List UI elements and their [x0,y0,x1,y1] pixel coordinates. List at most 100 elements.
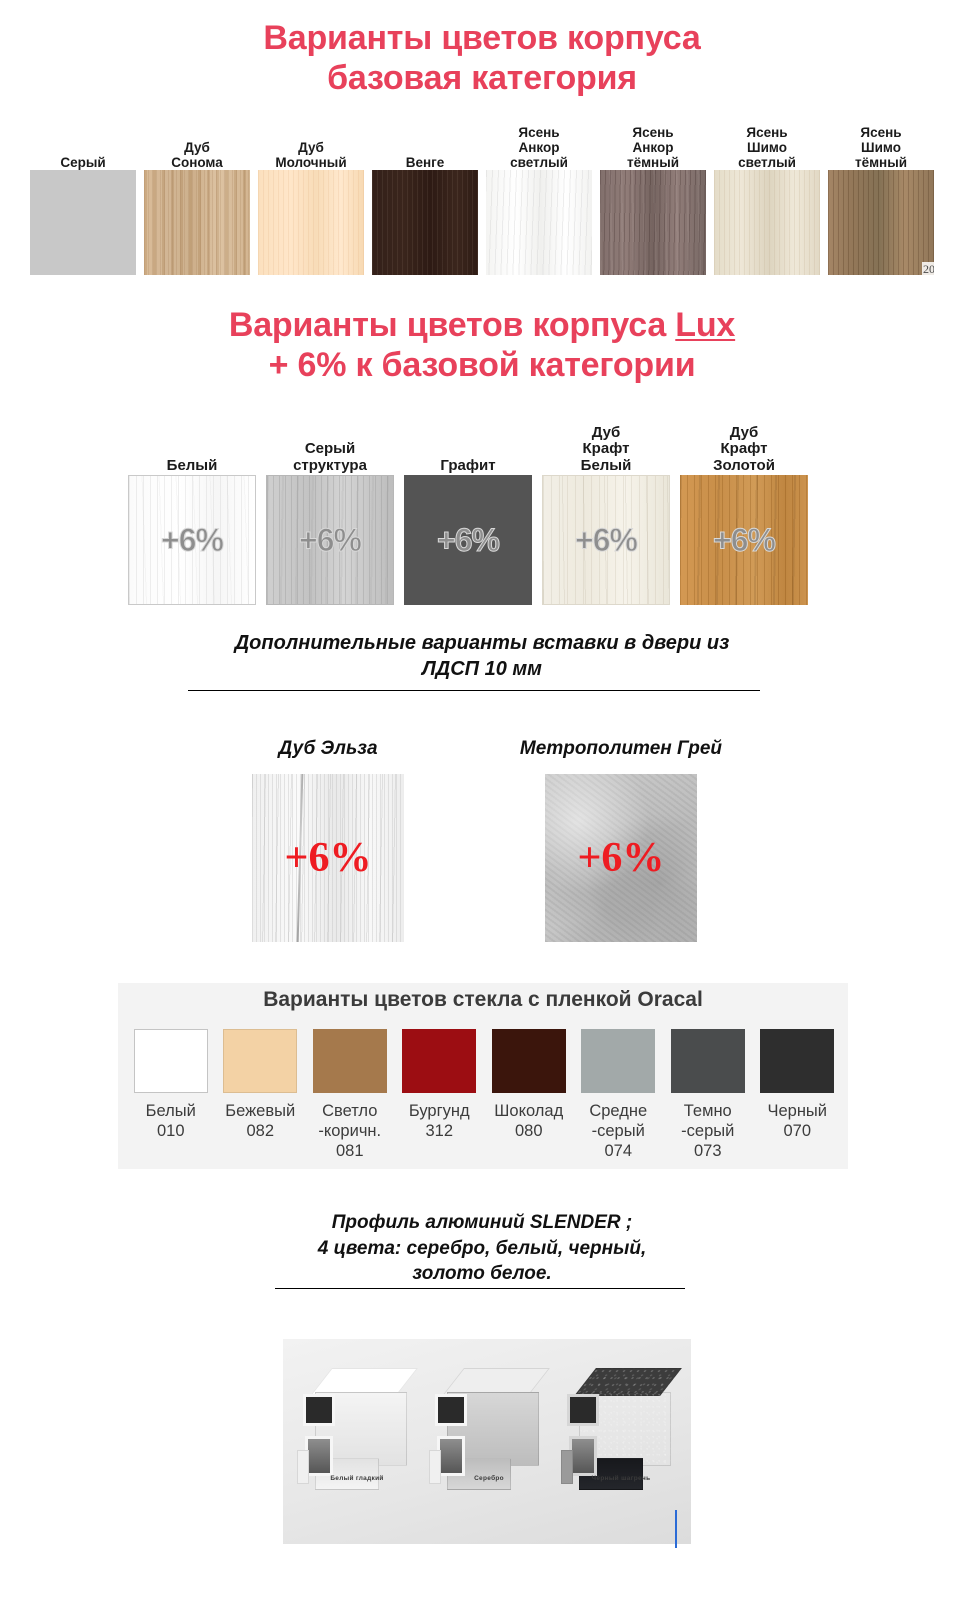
insert-swatch: +6% [544,774,697,943]
title-base-line2: базовая категория [327,59,637,98]
insert-label: Метрополитен Грей [519,738,722,759]
label-line: Серый [304,440,356,458]
aluminium-profile-render: Чёрный шагрень [561,1358,682,1498]
oracal-swatch [670,1029,745,1093]
title-base-line1: Варианты цветов корпуса [263,19,701,57]
oracal-swatch [133,1029,208,1093]
label-line: Дуб [298,139,324,155]
label-line: тёмный [854,154,908,170]
profile-cut-upper [567,1394,599,1426]
surcharge-badge: +6% [577,835,665,882]
profile-photo-label: Серебро [474,1475,504,1482]
base-color-label: Дуб Сонома [171,118,223,170]
label-line: Сонома [171,154,223,170]
label-line: Серый [60,154,106,170]
label-line: структура [293,457,367,475]
aluminium-profile-render: Белый гладкий [297,1358,418,1498]
inserts-heading-line2: ЛДСП 10 мм [422,658,542,680]
base-color-swatch [372,170,478,275]
oracal-label: Бежевый 082 [225,1102,296,1141]
surcharge-badge: +6% [299,521,363,558]
oracal-swatch [491,1029,566,1093]
lux-color-swatch: +6% [680,475,808,605]
label-line: Крафт [720,440,768,458]
surcharge-badge: +6% [437,521,501,558]
base-color-swatch [258,170,364,275]
label-line: Шимо [747,139,787,155]
page-title-lux: Варианты цветов корпуса Lux + 6% к базов… [0,305,964,385]
year-watermark: 2022 [922,262,934,275]
base-color-cell: Дуб Молочный [258,118,364,275]
oracal-cell: Темно -серый 073 [663,1029,753,1161]
inserts-heading: Дополнительные варианты вставки в двери … [0,630,964,682]
base-color-cell: Ясень Шимо светлый [714,118,820,275]
lux-color-swatch: +6% [128,475,256,605]
oracal-label: Светло -коричн. 081 [318,1102,382,1161]
page-title-base: Варианты цветов корпуса базовая категори… [0,18,964,98]
lux-color-label: Белый [167,415,218,475]
base-color-swatch [714,170,820,275]
label-line: Венге [405,154,445,170]
profile-cut-lower [569,1436,597,1476]
oracal-label: Шоколад 080 [494,1102,564,1141]
surcharge-badge: +6% [161,521,225,558]
insert-cell: Дуб Эльза +6% [252,738,404,943]
oracal-cell: Средне -серый 074 [574,1029,664,1161]
label-line: Ясень [746,124,788,140]
label-line: Шимо [861,139,901,155]
inserts-row: Дуб Эльза +6% Метрополитен Грей +6% [252,738,722,943]
base-color-cell: Ясень Анкор светлый [486,118,592,275]
oracal-label: Белый 010 [145,1102,196,1141]
label-line: Графит [440,457,496,475]
insert-swatch: +6% [252,774,404,943]
label-line: Ясень [632,124,674,140]
lux-color-swatch: +6% [266,475,394,605]
oracal-cell: Шоколад 080 [484,1029,574,1161]
label-line: светлый [738,154,796,170]
profile-heading: Профиль алюминий SLENDER ; 4 цвета: сере… [0,1210,964,1287]
blue-marker [675,1510,677,1548]
base-color-cell: Дуб Сонома [144,118,250,275]
lux-color-cell: Белый +6% [128,415,256,605]
oracal-swatch [223,1029,298,1093]
base-color-swatch [486,170,592,275]
oracal-swatch [312,1029,387,1093]
label-line: тёмный [626,154,680,170]
oracal-cell: Светло -коричн. 081 [305,1029,395,1161]
profile-divider [275,1288,685,1289]
lux-color-swatch: +6% [404,475,532,605]
base-color-row: Серый Дуб Сонома Дуб Молочный Венге Ясень Анкор… [30,118,964,275]
oracal-label: Средне -серый 074 [589,1102,648,1161]
label-line: Ясень [860,124,902,140]
label-line: Дуб [591,423,621,441]
label-line: светлый [510,154,568,170]
lux-color-label: Серый структура [293,415,367,475]
title-lux-prefix: Варианты цветов корпуса [228,306,676,344]
oracal-cell: Белый 010 [126,1029,216,1161]
profile-cut-upper [435,1394,467,1426]
base-color-label: Ясень Шимо тёмный [855,118,907,170]
lux-color-cell: Серый структура +6% [266,415,394,605]
profile-cut-lower [305,1436,333,1476]
lux-color-cell: Дуб Крафт Золотой +6% [680,415,808,605]
base-color-cell: Венге [372,118,478,275]
oracal-label: Бургунд 312 [408,1102,470,1141]
oracal-cell: Черный 070 [753,1029,843,1161]
inserts-divider [188,690,760,691]
insert-label: Дуб Эльза [278,738,378,759]
label-line: Белый [580,457,632,475]
label-line: Крафт [582,440,630,458]
base-color-label: Дуб Молочный [275,118,346,170]
base-color-label: Ясень Анкор тёмный [627,118,679,170]
base-color-swatch [600,170,706,275]
base-color-swatch [30,170,136,275]
profile-flange [561,1450,573,1484]
oracal-swatch-row: Белый 010 Бежевый 082 Светло -коричн. 081 Б… [126,1029,842,1161]
base-color-label: Серый [60,118,105,170]
label-line: Анкор [632,139,674,155]
aluminium-profile-render: Серебро [429,1358,550,1498]
insert-cell: Метрополитен Грей +6% [519,738,722,943]
surcharge-badge: +6% [575,521,639,558]
lux-color-cell: Графит +6% [404,415,532,605]
lux-color-swatch: +6% [542,475,670,605]
